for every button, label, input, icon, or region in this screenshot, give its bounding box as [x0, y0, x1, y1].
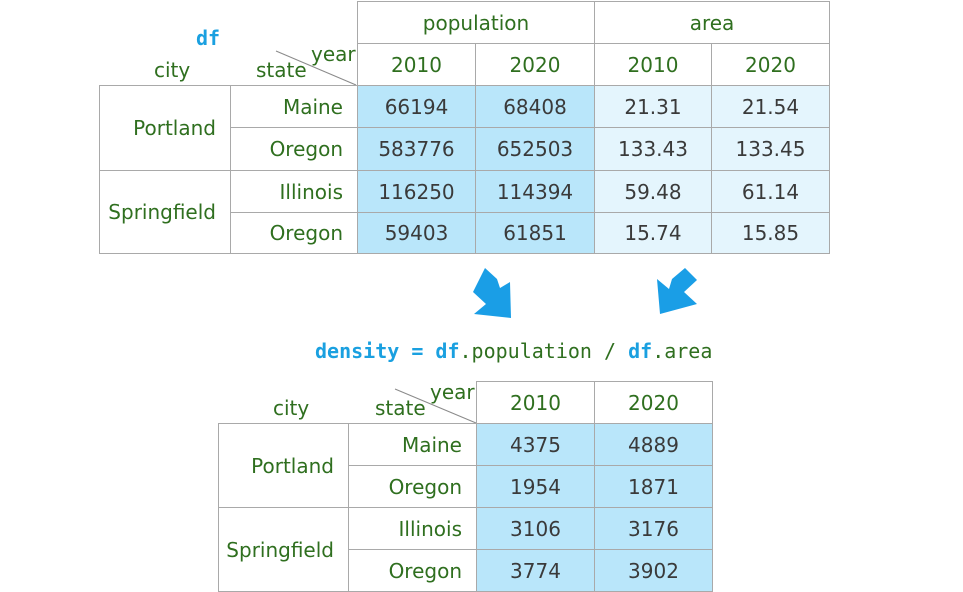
city-index-cell: Portland: [218, 423, 349, 508]
col-group-population: population: [357, 1, 595, 44]
city-index-cell: Springfield: [218, 507, 349, 592]
formula-lhs: density: [315, 339, 400, 363]
density-cell: 3106: [476, 507, 595, 550]
area-cell: 59.48: [594, 170, 712, 213]
col-year: 2010: [357, 43, 476, 86]
population-cell: 116250: [357, 170, 476, 213]
df-label: df: [196, 26, 221, 50]
arrow-down-left-icon: [657, 268, 697, 314]
density-cell: 4375: [476, 423, 595, 466]
col-year: 2010: [594, 43, 712, 86]
density-cell: 3774: [476, 549, 595, 592]
formula-equals: =: [399, 339, 436, 363]
area-cell: 61.14: [711, 170, 830, 213]
index-name-state: state: [375, 396, 426, 420]
state-index-cell: Illinois: [230, 170, 358, 213]
col-year: 2020: [475, 43, 595, 86]
population-cell: 652503: [475, 127, 595, 171]
population-cell: 66194: [357, 85, 476, 128]
index-name-city: city: [154, 58, 191, 82]
formula: density = df.population / df.area: [315, 339, 712, 363]
col-year: 2010: [476, 381, 595, 424]
col-year: 2020: [711, 43, 830, 86]
header-diagonal-line: [275, 50, 357, 86]
index-name-city: city: [273, 396, 310, 420]
state-index-cell: Maine: [348, 423, 477, 466]
formula-divide: /: [591, 339, 629, 363]
state-index-cell: Oregon: [230, 127, 358, 171]
col-group-area: area: [594, 1, 830, 44]
column-name-year: year: [430, 380, 475, 404]
population-cell: 114394: [475, 170, 595, 213]
city-index-cell: Springfield: [99, 170, 231, 254]
column-name-year: year: [311, 42, 356, 66]
arrow-down-right-icon: [473, 268, 511, 318]
area-cell: 133.43: [594, 127, 712, 171]
city-index-cell: Portland: [99, 85, 231, 171]
formula-df2: df: [628, 339, 653, 363]
state-index-cell: Illinois: [348, 507, 477, 550]
population-cell: 583776: [357, 127, 476, 171]
formula-attr-area: .area: [652, 339, 713, 363]
population-cell: 68408: [475, 85, 595, 128]
formula-attr-population: .population: [459, 339, 592, 363]
index-name-state: state: [256, 58, 307, 82]
density-cell: 3176: [594, 507, 713, 550]
density-cell: 1871: [594, 465, 713, 508]
state-index-cell: Oregon: [348, 549, 477, 592]
density-cell: 4889: [594, 423, 713, 466]
col-year: 2020: [594, 381, 713, 424]
formula-df1: df: [435, 339, 460, 363]
area-cell: 133.45: [711, 127, 830, 171]
state-index-cell: Oregon: [348, 465, 477, 508]
state-index-cell: Oregon: [230, 212, 358, 254]
population-cell: 59403: [357, 212, 476, 254]
density-cell: 3902: [594, 549, 713, 592]
population-cell: 61851: [475, 212, 595, 254]
state-index-cell: Maine: [230, 85, 358, 128]
area-cell: 21.54: [711, 85, 830, 128]
area-cell: 15.85: [711, 212, 830, 254]
header-diagonal-line: [394, 388, 477, 424]
density-cell: 1954: [476, 465, 595, 508]
area-cell: 15.74: [594, 212, 712, 254]
area-cell: 21.31: [594, 85, 712, 128]
